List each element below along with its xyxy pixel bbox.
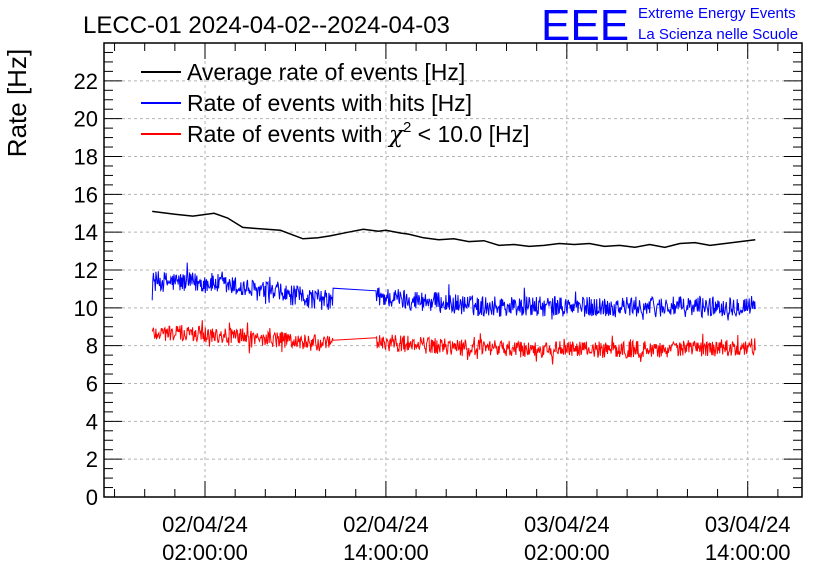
legend-label-chi2-symbol: χ bbox=[387, 122, 405, 148]
eee-logo-line2: La Scienza nelle Scuole bbox=[638, 26, 798, 43]
legend-label-hits: Rate of events with hits [Hz] bbox=[187, 90, 472, 116]
eee-logo-line1: Extreme Energy Events bbox=[638, 5, 796, 22]
x-tick-label-date: 02/04/24 bbox=[343, 512, 429, 537]
legend: Average rate of events [Hz] Rate of even… bbox=[141, 59, 530, 148]
series-layer bbox=[151, 210, 756, 365]
series-line-chi2 bbox=[151, 320, 756, 365]
chart-title: LECC-01 2024-04-02--2024-04-03 bbox=[83, 12, 450, 39]
y-axis-label: Rate [Hz] bbox=[2, 49, 32, 157]
y-tick-label: 4 bbox=[86, 409, 98, 434]
legend-label-chi2-sup: 2 bbox=[403, 119, 411, 136]
y-tick-label: 0 bbox=[86, 485, 98, 510]
y-tick-label: 2 bbox=[86, 447, 98, 472]
y-tick-label: 8 bbox=[86, 334, 98, 359]
x-tick-label-time: 02:00:00 bbox=[524, 540, 610, 565]
eee-logo: EEE Extreme Energy Events La Scienza nel… bbox=[541, 1, 798, 50]
x-tick-label-date: 02/04/24 bbox=[162, 512, 248, 537]
y-tick-label: 18 bbox=[74, 145, 98, 170]
series-line-hits bbox=[151, 262, 756, 321]
y-tick-labels: 0 2 4 6 8 10 12 14 16 18 20 22 bbox=[74, 69, 98, 510]
eee-logo-text: EEE bbox=[541, 1, 629, 50]
x-tick-label-time: 02:00:00 bbox=[162, 540, 248, 565]
x-tick-label-time: 14:00:00 bbox=[343, 540, 429, 565]
grid-lines bbox=[104, 43, 802, 497]
legend-label-chi2-prefix: Rate of events with bbox=[187, 121, 389, 147]
y-tick-label: 12 bbox=[74, 258, 98, 283]
y-tick-label: 6 bbox=[86, 372, 98, 397]
y-tick-label: 10 bbox=[74, 296, 98, 321]
legend-label-average: Average rate of events [Hz] bbox=[187, 59, 465, 85]
x-tick-label-time: 14:00:00 bbox=[705, 540, 791, 565]
x-tick-label-date: 03/04/24 bbox=[524, 512, 610, 537]
y-tick-label: 16 bbox=[74, 182, 98, 207]
axis-ticks bbox=[104, 43, 802, 498]
y-tick-label: 20 bbox=[74, 107, 98, 132]
legend-label-chi2-suffix: < 10.0 [Hz] bbox=[411, 121, 529, 147]
y-tick-label: 22 bbox=[74, 69, 98, 94]
x-tick-label-date: 03/04/24 bbox=[705, 512, 791, 537]
x-tick-labels: 02/04/24 02:00:00 02/04/24 14:00:00 03/04/24… bbox=[162, 512, 790, 565]
legend-label-chi2: Rate of events with χ2 < 10.0 [Hz] bbox=[187, 119, 530, 148]
series-line-average bbox=[152, 210, 756, 249]
y-tick-label: 14 bbox=[74, 220, 98, 245]
